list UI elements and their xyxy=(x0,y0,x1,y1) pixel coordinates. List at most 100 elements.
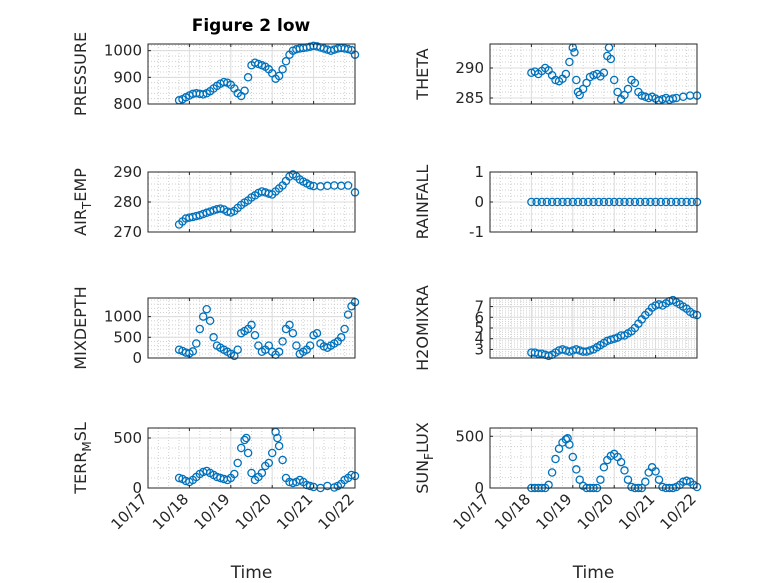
y-tick-label: 0 xyxy=(474,479,484,497)
data-point xyxy=(589,197,598,207)
data-point xyxy=(230,469,239,479)
data-point xyxy=(243,73,253,82)
data-point xyxy=(305,341,315,350)
data-point xyxy=(285,320,294,330)
data-point xyxy=(656,197,666,207)
data-point xyxy=(198,90,208,99)
data-point xyxy=(240,86,249,95)
y-axis-label-subscript: F xyxy=(422,453,436,460)
data-point xyxy=(288,328,298,338)
data-point xyxy=(565,57,574,67)
data-series xyxy=(174,297,360,361)
y-tick-label: 900 xyxy=(113,68,142,86)
data-point xyxy=(336,333,346,342)
y-tick-label: 500 xyxy=(113,429,142,447)
data-point xyxy=(267,448,277,458)
data-point xyxy=(542,197,552,207)
data-point xyxy=(236,443,246,453)
subplot-theta: 285 290 THETA xyxy=(413,43,702,107)
y-axis-label: TERRMSL xyxy=(71,422,94,495)
y-axis-label: RAINFALL xyxy=(413,165,432,240)
data-point xyxy=(242,433,251,443)
data-point xyxy=(568,197,578,207)
y-tick-label: -1 xyxy=(469,223,484,241)
data-point xyxy=(599,68,609,78)
data-point xyxy=(216,204,225,213)
data-point xyxy=(254,341,263,350)
minor-grid xyxy=(148,298,355,359)
data-series xyxy=(174,170,360,229)
data-point xyxy=(584,197,593,207)
data-point xyxy=(570,48,579,57)
data-point xyxy=(243,448,253,458)
data-point xyxy=(547,468,557,477)
minor-grid xyxy=(148,44,355,105)
data-point xyxy=(247,320,256,330)
y-tick-label: 1000 xyxy=(104,42,142,60)
data-point xyxy=(654,475,664,484)
y-tick-label: 4 xyxy=(474,330,484,348)
data-point xyxy=(340,324,349,334)
y-axis-label-main: MIXDEPTH xyxy=(71,286,90,369)
y-axis-label-main: SUN xyxy=(413,460,432,494)
y-axis-label-main: AIR xyxy=(71,209,90,236)
y-axis-label: MIXDEPTH xyxy=(71,286,90,369)
data-point xyxy=(651,467,660,476)
data-point xyxy=(575,475,584,484)
y-tick-label: 3 xyxy=(474,340,484,358)
subplot-rainfall: -1 0 1 RAINFALL xyxy=(413,163,702,241)
data-point xyxy=(202,304,211,314)
data-point xyxy=(596,475,605,484)
data-point xyxy=(532,197,541,207)
y-tick-label: 0 xyxy=(474,193,484,211)
data-point xyxy=(594,197,603,207)
y-axis-label-subscript: T xyxy=(80,201,94,210)
data-point xyxy=(572,75,581,85)
figure-title: Figure 2 low xyxy=(192,16,311,36)
data-point xyxy=(568,452,578,462)
data-point xyxy=(646,197,655,207)
data-point xyxy=(620,197,629,207)
data-point xyxy=(209,333,218,342)
data-point xyxy=(616,457,626,467)
data-series xyxy=(174,427,360,493)
data-point xyxy=(561,69,571,79)
data-point xyxy=(668,94,678,103)
data-point xyxy=(553,197,562,207)
y-tick-label: 290 xyxy=(113,163,142,181)
data-point xyxy=(278,337,287,346)
data-point xyxy=(343,310,353,319)
y-axis-label-rest: LUX xyxy=(413,422,432,453)
data-point xyxy=(554,444,564,453)
subplot-mixdepth: 0 500 1000 MIXDEPTH xyxy=(71,286,360,370)
data-point xyxy=(599,197,609,207)
data-point xyxy=(641,477,650,487)
data-point xyxy=(558,197,567,207)
y-tick-label: 280 xyxy=(113,193,142,211)
data-point xyxy=(604,197,614,207)
y-axis-label-main: PRESSURE xyxy=(71,32,90,116)
y-axis-label: PRESSURE xyxy=(71,32,90,116)
data-point xyxy=(195,324,205,334)
axes-box xyxy=(489,43,698,105)
y-axis-label-main: H2OMIXRA xyxy=(413,285,432,371)
data-point xyxy=(623,475,633,484)
y-axis-label-rest: EMP xyxy=(71,168,90,202)
x-axis-label: Time xyxy=(230,563,273,583)
data-point xyxy=(551,454,560,464)
data-point xyxy=(687,197,697,207)
data-point xyxy=(250,330,260,340)
y-tick-label: 285 xyxy=(455,89,484,107)
data-point xyxy=(666,197,676,207)
data-point xyxy=(578,197,588,207)
data-point xyxy=(606,54,616,64)
data-point xyxy=(572,465,581,474)
x-axis-label: Time xyxy=(572,563,615,583)
data-point xyxy=(630,78,640,88)
y-tick-label: 270 xyxy=(113,223,142,241)
data-point xyxy=(198,312,208,321)
y-tick-label: 800 xyxy=(113,95,142,113)
